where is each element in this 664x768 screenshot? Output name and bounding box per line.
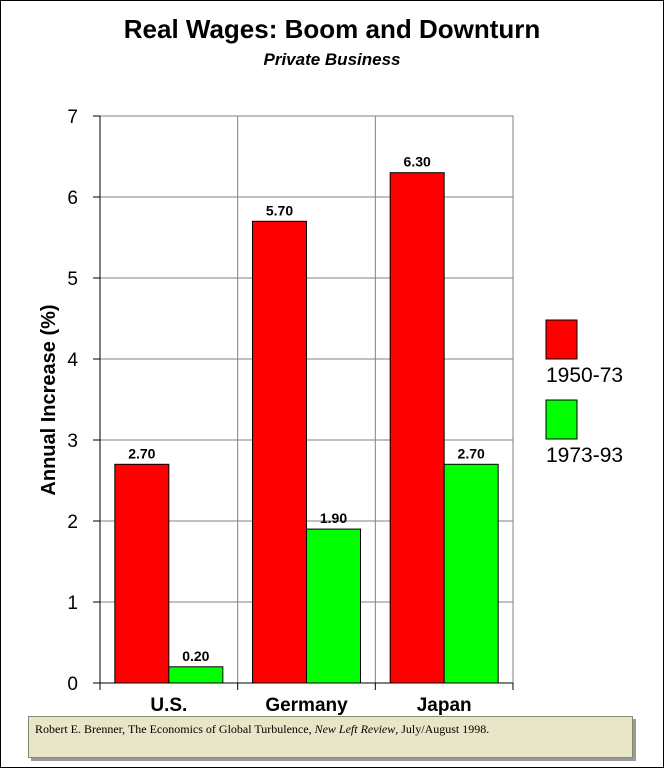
y-tick-label: 6 xyxy=(67,188,78,209)
y-tick-label: 0 xyxy=(67,674,78,695)
y-axis-label: Annual Increase (%) xyxy=(38,304,60,495)
axes xyxy=(93,115,514,690)
data-label: 0.20 xyxy=(182,648,209,664)
chart-title: Real Wages: Boom and Downturn xyxy=(123,14,541,44)
data-label: 6.30 xyxy=(404,154,431,170)
source-journal: New Left Review xyxy=(314,722,396,736)
bar xyxy=(306,528,361,684)
bar xyxy=(252,220,307,684)
source-citation: Robert E. Brenner, The Economics of Glob… xyxy=(28,716,633,758)
x-category-label: Germany xyxy=(265,695,348,716)
bar xyxy=(389,172,445,684)
x-category-label: U.S. xyxy=(150,695,187,716)
chart-subtitle: Private Business xyxy=(263,50,401,69)
y-tick-label: 3 xyxy=(67,431,78,452)
data-label: 1.90 xyxy=(320,510,347,526)
bars xyxy=(114,172,499,684)
legend-swatch xyxy=(545,319,578,360)
legend: 1950-73 1973-93 xyxy=(545,319,623,467)
y-tick-label: 5 xyxy=(67,269,78,290)
y-tick-label: 2 xyxy=(67,512,78,533)
y-tick-label: 4 xyxy=(67,350,78,371)
source-text: Robert E. Brenner, The Economics of Glob… xyxy=(35,722,315,736)
y-tick-label: 7 xyxy=(67,107,78,128)
legend-label: 1973-93 xyxy=(546,444,623,467)
bar xyxy=(114,463,170,684)
x-category-label: Japan xyxy=(417,695,472,716)
legend-swatch xyxy=(545,399,578,440)
labels: 0 1 2 3 4 5 6 7 2.70 0.20 U.S. 5.70 1.90 Germany 6.30 2… xyxy=(67,107,485,716)
data-label: 2.70 xyxy=(458,445,485,461)
legend-label: 1950-73 xyxy=(546,364,623,387)
data-label: 5.70 xyxy=(266,202,293,218)
bar xyxy=(443,463,499,684)
bar xyxy=(168,666,224,684)
data-label: 2.70 xyxy=(128,445,155,461)
source-date: , July/August 1998. xyxy=(395,722,490,736)
y-tick-label: 1 xyxy=(67,593,78,614)
